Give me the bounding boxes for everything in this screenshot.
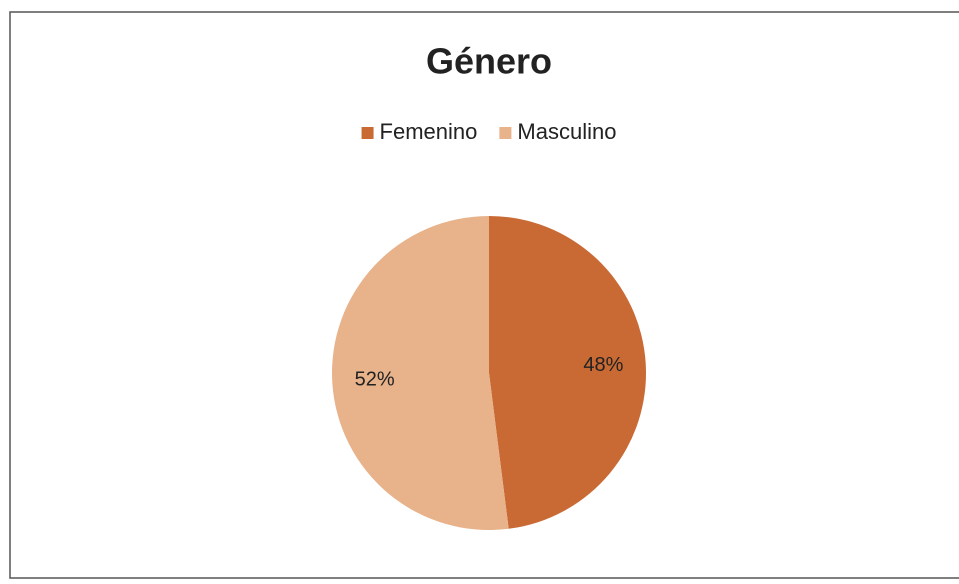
pie-slice xyxy=(332,216,509,530)
chart-title: Género xyxy=(426,41,552,82)
legend-swatch xyxy=(361,127,374,139)
data-label: 52% xyxy=(355,368,395,390)
data-label: 48% xyxy=(583,354,623,376)
legend-label: Masculino xyxy=(517,119,616,144)
legend-swatch xyxy=(499,127,512,139)
pie-slice xyxy=(489,216,647,529)
legend-label: Femenino xyxy=(380,119,478,144)
